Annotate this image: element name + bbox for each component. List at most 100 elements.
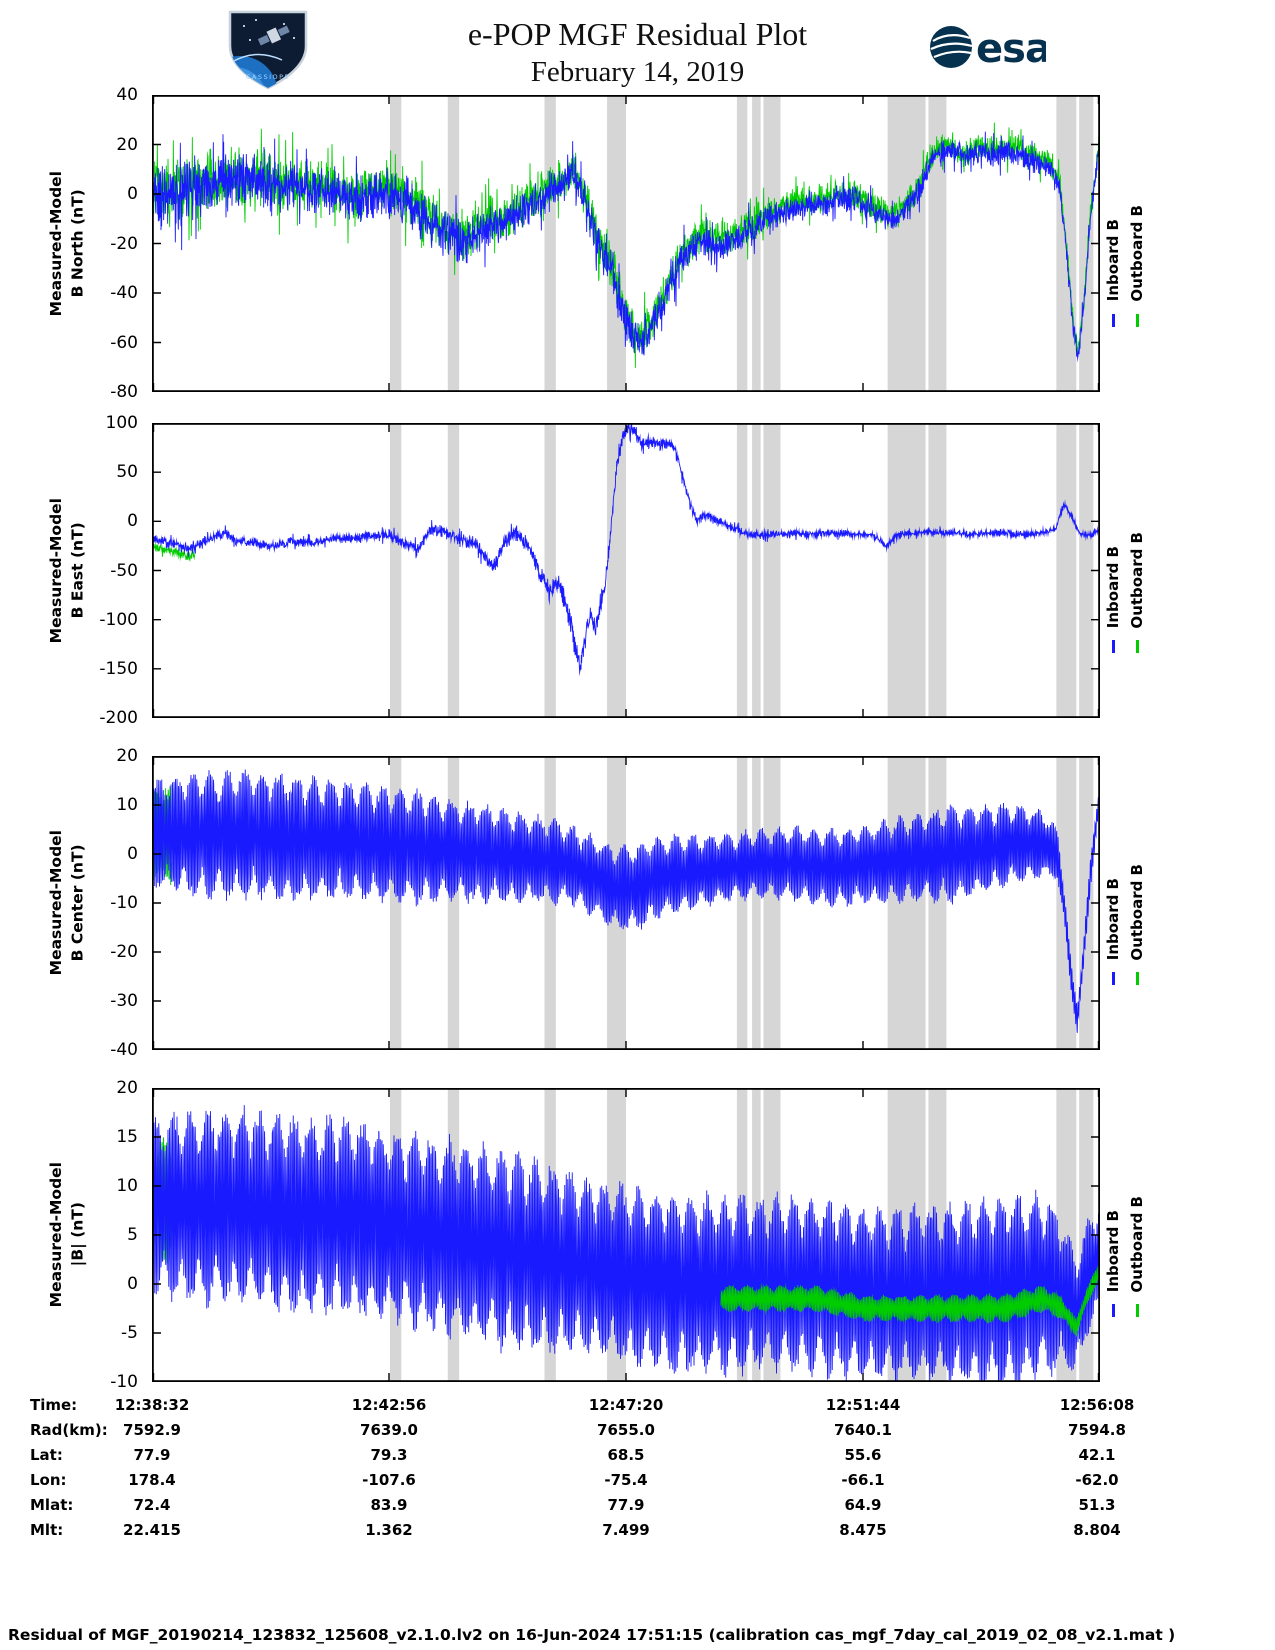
table-cell: -62.0: [1075, 1471, 1119, 1489]
y-tick-label: -5: [121, 1323, 138, 1343]
table-cell: 7639.0: [360, 1421, 418, 1439]
legend-outboard-tick-swatch: [1135, 313, 1139, 327]
table-cell: 7655.0: [597, 1421, 655, 1439]
table-cell: 68.5: [607, 1446, 645, 1464]
footer-text: Residual of MGF_20190214_123832_125608_v…: [8, 1626, 1176, 1644]
table-cell: 64.9: [844, 1496, 882, 1514]
table-cell: -75.4: [604, 1471, 648, 1489]
table-row-lon: Lon: 178.4 -107.6 -75.4 -66.1 -62.0: [0, 1471, 1275, 1496]
legend-outboard-column: Outboard B: [1127, 453, 1147, 654]
ephemeris-table: Time: 12:38:32 12:42:56 12:47:20 12:51:44 12:…: [0, 1396, 1275, 1554]
table-cell: 55.6: [844, 1446, 882, 1464]
legend-outboard-label: Outboard B: [1128, 1195, 1146, 1293]
panel-b-east: Measured-Model B East (nT) 100 50 0 -50 -100…: [0, 413, 1275, 728]
y-tick-label: 20: [116, 134, 138, 155]
esa-text: esa: [976, 26, 1046, 72]
y-tick-labels: 40 20 0 -20 -40 -60 -80: [0, 85, 144, 402]
y-tick-label: 40: [116, 85, 138, 105]
y-tick-label: -100: [99, 609, 138, 630]
table-cell: 83.9: [370, 1496, 408, 1514]
y-tick-label: -40: [110, 283, 138, 303]
y-tick-labels: 100 50 0 -50 -100 -150 -200: [0, 413, 144, 728]
y-tick-label: 10: [116, 795, 138, 815]
plot-canvas-b-east: [152, 423, 1100, 718]
y-tick-label: 0: [127, 511, 138, 532]
legend-inboard-tick-swatch: [1111, 640, 1115, 654]
legend-inboard-tick-swatch: [1111, 313, 1115, 327]
y-tick-label: -40: [110, 1040, 138, 1060]
legend-outboard-label: Outboard B: [1128, 205, 1146, 302]
legend-b-east: Inboard B Outboard B: [1103, 423, 1158, 718]
table-cell: 12:47:20: [588, 1396, 664, 1414]
table-cell: 12:56:08: [1059, 1396, 1135, 1414]
y-tick-label: -30: [110, 991, 138, 1011]
y-tick-label: -200: [99, 708, 138, 728]
legend-inboard-column: Inboard B: [1103, 785, 1123, 986]
y-tick-label: 0: [127, 184, 138, 204]
table-row-time: Time: 12:38:32 12:42:56 12:47:20 12:51:44 12:…: [0, 1396, 1275, 1421]
panel-b-magnitude: Measured-Model |B| (nT) 20 15 10 5 0 -5 -10 In…: [0, 1078, 1275, 1392]
table-cell: 8.804: [1073, 1521, 1121, 1539]
table-row-lat: Lat: 77.9 79.3 68.5 55.6 42.1: [0, 1446, 1275, 1471]
legend-outboard-label: Outboard B: [1128, 863, 1146, 961]
page-subtitle: February 14, 2019: [530, 56, 745, 88]
legend-outboard-tick-swatch: [1135, 972, 1139, 986]
y-tick-labels: 20 10 0 -10 -20 -30 -40: [0, 746, 144, 1060]
cassiope-patch-logo: CASSIOPE: [228, 10, 308, 90]
y-tick-label: 50: [116, 462, 138, 483]
y-tick-label: 20: [116, 1078, 138, 1098]
y-tick-label: -10: [110, 1372, 138, 1392]
y-tick-label: 10: [116, 1176, 138, 1196]
table-row-label: Lat:: [30, 1446, 63, 1464]
legend-inboard-column: Inboard B: [1103, 453, 1123, 654]
table-cell: 8.475: [839, 1521, 887, 1539]
legend-inboard-label: Inboard B: [1104, 545, 1122, 629]
y-tick-label: -50: [110, 560, 138, 581]
table-cell: 12:42:56: [351, 1396, 427, 1414]
table-cell: -66.1: [841, 1471, 885, 1489]
legend-b-magnitude: Inboard B Outboard B: [1103, 1088, 1158, 1382]
table-cell: 1.362: [365, 1521, 413, 1539]
legend-inboard-tick-swatch: [1111, 972, 1115, 986]
table-row-label: Lon:: [30, 1471, 67, 1489]
table-cell: 77.9: [607, 1496, 645, 1514]
table-cell: 7594.8: [1068, 1421, 1126, 1439]
y-tick-label: -60: [110, 332, 138, 353]
plot-canvas-b-center: [152, 756, 1100, 1050]
table-cell: 42.1: [1078, 1446, 1116, 1464]
esa-logo: esa: [930, 26, 1046, 72]
table-cell: 7592.9: [123, 1421, 181, 1439]
legend-b-center: Inboard B Outboard B: [1103, 756, 1158, 1050]
legend-inboard-tick-swatch: [1111, 1304, 1115, 1318]
y-tick-label: -10: [110, 893, 138, 913]
legend-outboard-label: Outboard B: [1128, 531, 1146, 629]
y-tick-label: -80: [110, 382, 138, 402]
legend-inboard-label: Inboard B: [1104, 878, 1122, 961]
y-tick-label: 5: [127, 1225, 138, 1245]
legend-outboard-column: Outboard B: [1127, 1117, 1147, 1318]
legend-outboard-column: Outboard B: [1127, 785, 1147, 986]
y-tick-label: 0: [127, 1274, 138, 1294]
panel-b-center: Measured-Model B Center (nT) 20 10 0 -10 -20…: [0, 746, 1275, 1060]
table-cell: 77.9: [133, 1446, 171, 1464]
legend-outboard-tick-swatch: [1135, 1304, 1139, 1318]
table-cell: 178.4: [128, 1471, 176, 1489]
plot-canvas-b-magnitude: [152, 1088, 1100, 1382]
table-row-label: Rad(km):: [30, 1421, 108, 1439]
y-tick-labels: 20 15 10 5 0 -5 -10: [0, 1078, 144, 1392]
y-tick-label: -20: [110, 233, 138, 254]
table-cell: 72.4: [133, 1496, 171, 1514]
table-row-label: Mlt:: [30, 1521, 64, 1539]
y-tick-label: 0: [127, 844, 138, 864]
legend-outboard-column: Outboard B: [1127, 125, 1147, 327]
legend-b-north: Inboard B Outboard B: [1103, 95, 1158, 392]
y-tick-label: 20: [116, 746, 138, 766]
legend-inboard-label: Inboard B: [1104, 219, 1122, 302]
table-cell: 12:51:44: [825, 1396, 901, 1414]
legend-inboard-label: Inboard B: [1104, 1210, 1122, 1293]
y-tick-label: 100: [105, 413, 138, 433]
table-row-label: Time:: [30, 1396, 78, 1414]
table-row-mlt: Mlt: 22.415 1.362 7.499 8.475 8.804: [0, 1521, 1275, 1546]
legend-inboard-column: Inboard B: [1103, 125, 1123, 327]
table-row-label: Mlat:: [30, 1496, 74, 1514]
